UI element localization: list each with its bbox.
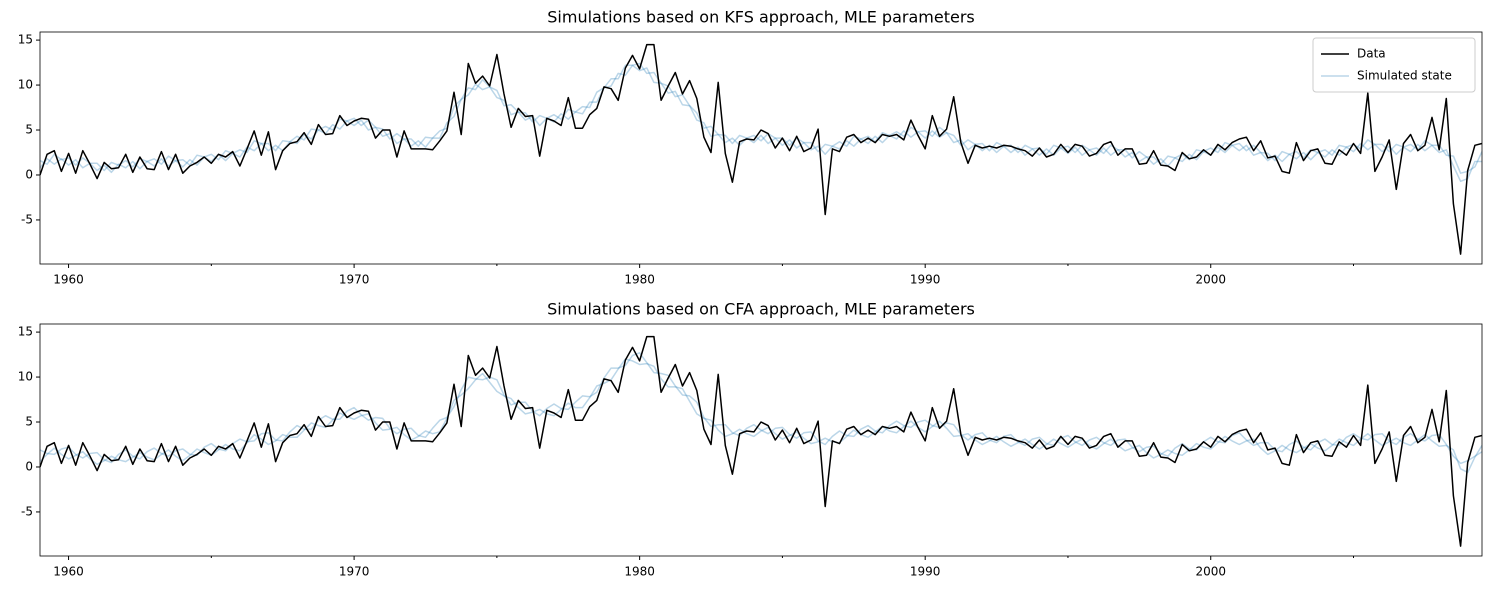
line <box>40 358 1482 474</box>
axes-frame <box>39 31 1483 265</box>
x-tick-label: 1960 <box>53 273 84 287</box>
x-tick-label: 1980 <box>624 273 655 287</box>
plot-area <box>40 335 1482 547</box>
legend-box <box>1312 37 1476 93</box>
chart-title: Simulations based on KFS approach, MLE p… <box>547 8 974 27</box>
y-tick-label: 10 <box>18 370 33 384</box>
x-tick-label: 1960 <box>53 565 84 579</box>
plot-area <box>40 43 1482 255</box>
y-tick-label: 10 <box>18 78 33 92</box>
x-tick-label: 1980 <box>624 565 655 579</box>
x-tick-label: 2000 <box>1195 273 1226 287</box>
legend-label: Simulated state <box>1357 69 1452 83</box>
y-tick-label: 15 <box>18 325 33 339</box>
x-tick-label: 2000 <box>1195 565 1226 579</box>
line <box>40 335 1482 547</box>
x-tick-label: 1970 <box>339 273 370 287</box>
y-tick-label: -5 <box>21 504 33 518</box>
legend-label: Data <box>1357 47 1386 61</box>
line <box>40 43 1482 255</box>
line <box>40 352 1482 465</box>
axes-frame <box>39 323 1483 557</box>
y-tick-label: 0 <box>25 459 33 473</box>
y-tick-label: 15 <box>18 33 33 47</box>
y-tick-label: 5 <box>25 415 33 429</box>
line <box>40 64 1482 183</box>
line <box>40 62 1482 174</box>
y-tick-label: 5 <box>25 123 33 137</box>
y-tick-label: 0 <box>25 167 33 181</box>
x-tick-label: 1970 <box>339 565 370 579</box>
x-tick-label: 1990 <box>910 273 941 287</box>
chart-title: Simulations based on CFA approach, MLE p… <box>547 300 975 319</box>
x-tick-label: 1990 <box>910 565 941 579</box>
y-tick-label: -5 <box>21 212 33 226</box>
